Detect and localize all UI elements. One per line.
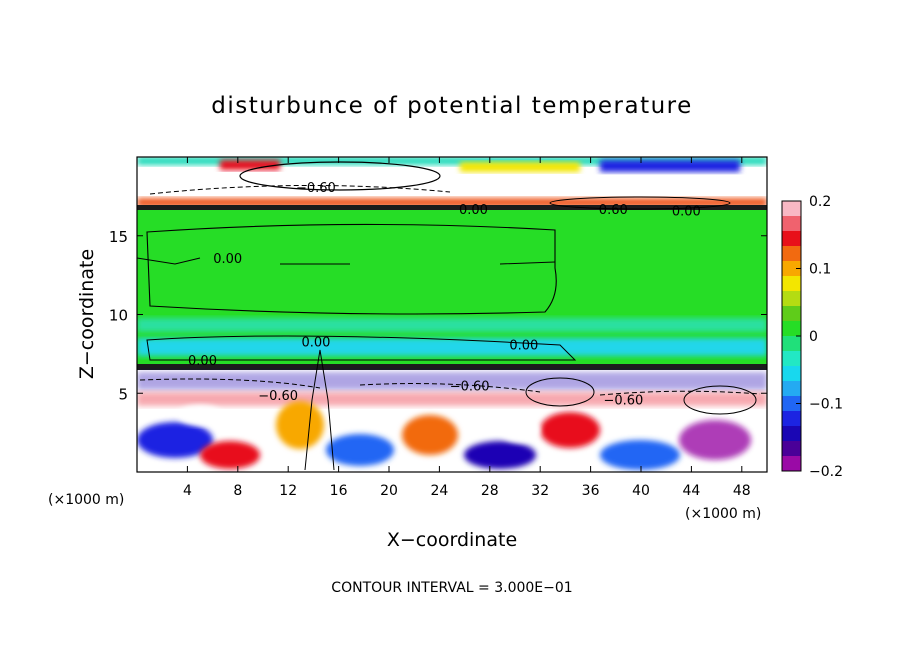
colorbar-swatch bbox=[782, 366, 801, 382]
x-unit-left: (×1000 m) bbox=[48, 492, 124, 508]
mid-structure bbox=[137, 223, 767, 370]
contour-label: 0.00 bbox=[213, 252, 242, 267]
x-tick-label: 48 bbox=[733, 483, 751, 499]
y-tick-label: 5 bbox=[118, 385, 128, 403]
x-tick-label: 44 bbox=[682, 483, 700, 499]
colorbar-tick-label: −0.1 bbox=[809, 397, 843, 413]
x-axis: 4 8 12 16 20 24 28 32 36 40 44 48 bbox=[183, 157, 751, 499]
colorbar-swatch bbox=[782, 456, 801, 472]
x-tick-label: 20 bbox=[380, 483, 398, 499]
colorbar-swatch bbox=[782, 231, 801, 247]
x-unit-right: (×1000 m) bbox=[685, 506, 761, 522]
y-tick-label: 15 bbox=[109, 228, 128, 246]
contour-label: 0.00 bbox=[301, 335, 330, 350]
contour-interval-note: CONTOUR INTERVAL = 3.000E−01 bbox=[331, 580, 572, 596]
colorbar-swatch bbox=[782, 396, 801, 412]
colorbar-swatch bbox=[782, 381, 801, 397]
contour-label: 0.00 bbox=[509, 338, 538, 353]
colorbar-tick-label: 0 bbox=[809, 329, 818, 345]
x-tick-label: 28 bbox=[481, 483, 499, 499]
x-tick-label: 4 bbox=[183, 483, 192, 499]
colorbar-swatch bbox=[782, 246, 801, 262]
colorbar-tick-label: 0.2 bbox=[809, 194, 831, 210]
x-tick-label: 12 bbox=[279, 483, 297, 499]
colorbar-swatch bbox=[782, 351, 801, 367]
colorbar-swatch bbox=[782, 261, 801, 277]
colorbar-swatch bbox=[782, 426, 801, 442]
contour-label: −0.60 bbox=[258, 389, 298, 404]
contour-label: 0.60 bbox=[599, 203, 628, 218]
chart-title: disturbunce of potential temperature bbox=[211, 93, 693, 119]
x-tick-label: 32 bbox=[531, 483, 549, 499]
x-tick-label: 8 bbox=[233, 483, 242, 499]
colorbar-swatch bbox=[782, 306, 801, 322]
colorbar-swatch bbox=[782, 321, 801, 337]
colorbar-swatch bbox=[782, 411, 801, 427]
contour-label: −0.60 bbox=[603, 394, 643, 409]
x-tick-label: 24 bbox=[430, 483, 448, 499]
y-axis-title: Z−coordinate bbox=[76, 249, 98, 379]
colorbar-swatch bbox=[782, 441, 801, 457]
x-axis-title: X−coordinate bbox=[387, 529, 517, 551]
lower-turbulent-layer bbox=[137, 349, 767, 472]
colorbar-tick-label: 0.1 bbox=[809, 262, 831, 278]
colorbar-swatch bbox=[782, 336, 801, 352]
plot-area: −0.60 0.00 0.60 0.00 0.00 0.00 0.00 0.00 −0.60 −0… bbox=[137, 157, 767, 472]
x-tick-label: 36 bbox=[582, 483, 600, 499]
colorbar bbox=[781, 200, 802, 472]
colorbar-swatch bbox=[782, 201, 801, 217]
y-axis: 5 10 15 bbox=[109, 228, 767, 403]
contour-label: 0.00 bbox=[459, 203, 488, 218]
contour-label: −0.60 bbox=[296, 181, 336, 196]
colorbar-swatch bbox=[782, 276, 801, 292]
colorbar-swatch bbox=[782, 216, 801, 232]
x-tick-label: 40 bbox=[632, 483, 650, 499]
contour-label: 0.00 bbox=[188, 354, 217, 369]
upper-disturbance-band bbox=[137, 157, 767, 210]
contour-labels: −0.60 0.00 0.60 0.00 0.00 0.00 0.00 0.00 −0.60 −0… bbox=[188, 181, 701, 409]
colorbar-swatch bbox=[782, 291, 801, 307]
y-tick-label: 10 bbox=[109, 307, 128, 325]
x-tick-label: 16 bbox=[330, 483, 348, 499]
contour-label: 0.00 bbox=[672, 205, 701, 220]
colorbar-tick-label: −0.2 bbox=[809, 464, 843, 480]
contour-label: −0.60 bbox=[450, 379, 490, 394]
colorbar-ticks: 0.2 0.1 0 −0.1 −0.2 bbox=[796, 194, 843, 480]
